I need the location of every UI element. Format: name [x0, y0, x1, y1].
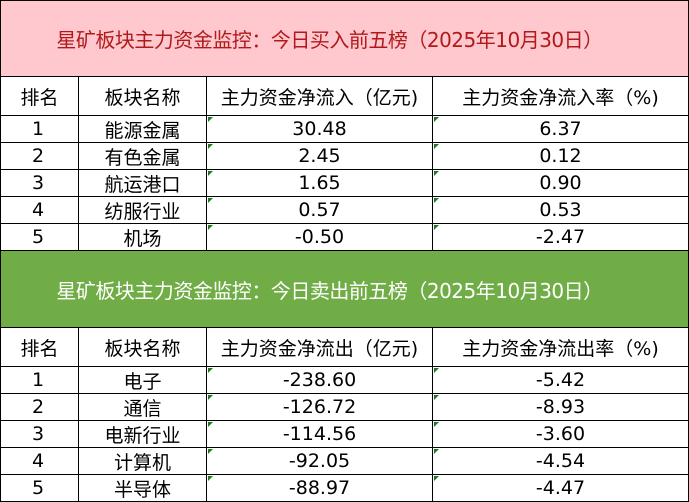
rate-cell: 0.12	[433, 143, 689, 170]
sector-cell: 能源金属	[79, 116, 207, 143]
table-row: 5 机场 -0.50 -2.47	[0, 224, 689, 251]
sell-section: 星矿板块主力资金监控：今日卖出前五榜（2025年10月30日） 排名 板块名称 主力…	[0, 250, 689, 502]
amount-cell: -0.50	[207, 224, 433, 251]
buy-table: 排名 板块名称 主力资金净流入（亿元) 主力资金净流入率（%) 1 能源金属 30.48 6.…	[0, 76, 689, 251]
amount-cell: -92.05	[207, 448, 433, 475]
sector-cell: 电新行业	[79, 421, 207, 448]
sector-cell: 通信	[79, 394, 207, 421]
table-row: 5 半导体 -88.97 -4.47	[0, 475, 689, 502]
column-header: 排名	[0, 327, 79, 367]
rank-cell: 3	[0, 170, 79, 197]
sector-cell: 计算机	[79, 448, 207, 475]
rank-cell: 1	[0, 116, 79, 143]
rank-cell: 2	[0, 394, 79, 421]
sector-cell: 有色金属	[79, 143, 207, 170]
column-header: 主力资金净流出（亿元)	[207, 327, 433, 367]
sector-cell: 半导体	[79, 475, 207, 502]
rank-cell: 1	[0, 367, 79, 394]
column-header: 主力资金净流出率（%)	[433, 327, 689, 367]
column-header: 排名	[0, 76, 79, 116]
buy-section: 星矿板块主力资金监控：今日买入前五榜（2025年10月30日） 排名 板块名称 主力…	[0, 0, 689, 251]
rate-cell: 0.90	[433, 170, 689, 197]
table-row: 1 电子 -238.60 -5.42	[0, 367, 689, 394]
sector-cell: 航运港口	[79, 170, 207, 197]
sector-cell: 纺服行业	[79, 197, 207, 224]
rank-cell: 3	[0, 421, 79, 448]
buy-header-row: 排名 板块名称 主力资金净流入（亿元) 主力资金净流入率（%)	[0, 76, 689, 116]
table-row: 2 有色金属 2.45 0.12	[0, 143, 689, 170]
column-header: 主力资金净流入（亿元)	[207, 76, 433, 116]
amount-cell: 30.48	[207, 116, 433, 143]
rank-cell: 5	[0, 475, 79, 502]
sell-table: 排名 板块名称 主力资金净流出（亿元) 主力资金净流出率（%) 1 电子 -238.60 -5…	[0, 327, 689, 502]
buy-title: 星矿板块主力资金监控：今日买入前五榜（2025年10月30日）	[56, 28, 603, 52]
rate-cell: -5.42	[433, 367, 689, 394]
rate-cell: -3.60	[433, 421, 689, 448]
sector-cell: 电子	[79, 367, 207, 394]
amount-cell: -88.97	[207, 475, 433, 502]
rate-cell: -4.54	[433, 448, 689, 475]
sell-title: 星矿板块主力资金监控：今日卖出前五榜（2025年10月30日）	[56, 278, 603, 303]
table-row: 4 计算机 -92.05 -4.54	[0, 448, 689, 475]
column-header: 板块名称	[79, 76, 207, 116]
table-row: 3 航运港口 1.65 0.90	[0, 170, 689, 197]
rank-cell: 4	[0, 448, 79, 475]
rank-cell: 4	[0, 197, 79, 224]
amount-cell: 0.57	[207, 197, 433, 224]
amount-cell: 2.45	[207, 143, 433, 170]
rate-cell: -2.47	[433, 224, 689, 251]
amount-cell: -126.72	[207, 394, 433, 421]
rate-cell: 0.53	[433, 197, 689, 224]
table-row: 1 能源金属 30.48 6.37	[0, 116, 689, 143]
buy-title-bar: 星矿板块主力资金监控：今日买入前五榜（2025年10月30日）	[0, 0, 689, 76]
rate-cell: -8.93	[433, 394, 689, 421]
table-row: 4 纺服行业 0.57 0.53	[0, 197, 689, 224]
amount-cell: -238.60	[207, 367, 433, 394]
sector-cell: 机场	[79, 224, 207, 251]
rank-cell: 5	[0, 224, 79, 251]
rate-cell: -4.47	[433, 475, 689, 502]
amount-cell: 1.65	[207, 170, 433, 197]
column-header: 板块名称	[79, 327, 207, 367]
sell-title-bar: 星矿板块主力资金监控：今日卖出前五榜（2025年10月30日）	[0, 250, 689, 327]
table-row: 3 电新行业 -114.56 -3.60	[0, 421, 689, 448]
table-row: 2 通信 -126.72 -8.93	[0, 394, 689, 421]
rank-cell: 2	[0, 143, 79, 170]
amount-cell: -114.56	[207, 421, 433, 448]
rate-cell: 6.37	[433, 116, 689, 143]
sell-header-row: 排名 板块名称 主力资金净流出（亿元) 主力资金净流出率（%)	[0, 327, 689, 367]
column-header: 主力资金净流入率（%)	[433, 76, 689, 116]
